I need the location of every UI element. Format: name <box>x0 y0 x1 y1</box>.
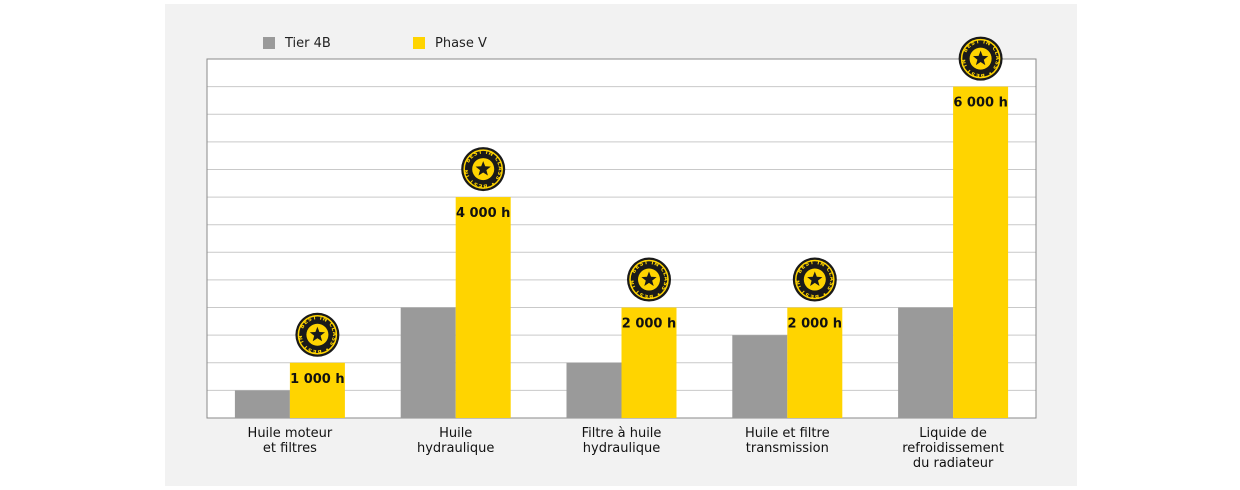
badge-ring <box>297 315 338 355</box>
legend-item-tier4b: Tier 4B <box>263 35 331 51</box>
category-label-2: Filtre à huile hydraulique <box>547 426 697 456</box>
star-icon <box>973 50 989 66</box>
badge-ring <box>960 38 1001 79</box>
data-label-phasev-0: 1 000 h <box>290 372 345 387</box>
category-label-line: refroidissement <box>902 441 1004 456</box>
category-label-4: Liquide de refroidissement du radiateur <box>878 426 1028 471</box>
badge-ring <box>463 149 503 189</box>
category-label-line: Liquide de <box>919 426 987 441</box>
category-label-line: transmission <box>745 441 829 456</box>
star-icon <box>475 161 491 176</box>
category-label-line: Filtre à huile <box>581 426 662 441</box>
bar-tier4b-3 <box>732 335 788 418</box>
category-label-line: hydraulique <box>416 441 495 456</box>
bar-phasev-4 <box>953 86 1009 418</box>
category-label-0: Huile moteur et filtres <box>215 426 365 456</box>
star-icon <box>641 271 657 286</box>
data-label-phasev-1: 4 000 h <box>456 206 511 221</box>
bar-tier4b-1 <box>400 307 456 418</box>
bar-tier4b-2 <box>566 362 622 418</box>
data-label-phasev-2: 2 000 h <box>622 317 677 332</box>
bar-tier4b-0 <box>234 390 290 418</box>
bar-phasev-0 <box>289 362 345 418</box>
bar-phasev-1 <box>455 197 511 418</box>
star-icon <box>309 326 325 342</box>
category-label-1: Huile hydraulique <box>381 426 531 456</box>
bar-phasev-2 <box>621 307 677 418</box>
bar-tier4b-4 <box>898 307 954 418</box>
category-label-3: Huile et filtre transmission <box>712 426 862 456</box>
star-icon <box>807 271 823 286</box>
badge-ring <box>629 259 669 300</box>
category-label-line: du radiateur <box>912 456 994 471</box>
category-label-line: Huile <box>439 426 473 441</box>
category-label-line: hydraulique <box>582 441 661 456</box>
category-label-line: et filtres <box>262 441 317 456</box>
legend-label-phasev: Phase V <box>435 35 487 51</box>
badge-ring <box>795 259 835 300</box>
data-label-phasev-3: 2 000 h <box>788 317 843 332</box>
bar-phasev-3 <box>787 307 843 418</box>
legend-swatch-tier4b <box>263 37 275 49</box>
category-label-line: Huile moteur <box>247 426 333 441</box>
data-label-phasev-4: 6 000 h <box>953 96 1008 111</box>
category-label-line: Huile et filtre <box>745 426 830 441</box>
legend-item-phasev: Phase V <box>413 35 487 51</box>
legend-swatch-phasev <box>413 37 425 49</box>
legend-label-tier4b: Tier 4B <box>285 35 331 51</box>
